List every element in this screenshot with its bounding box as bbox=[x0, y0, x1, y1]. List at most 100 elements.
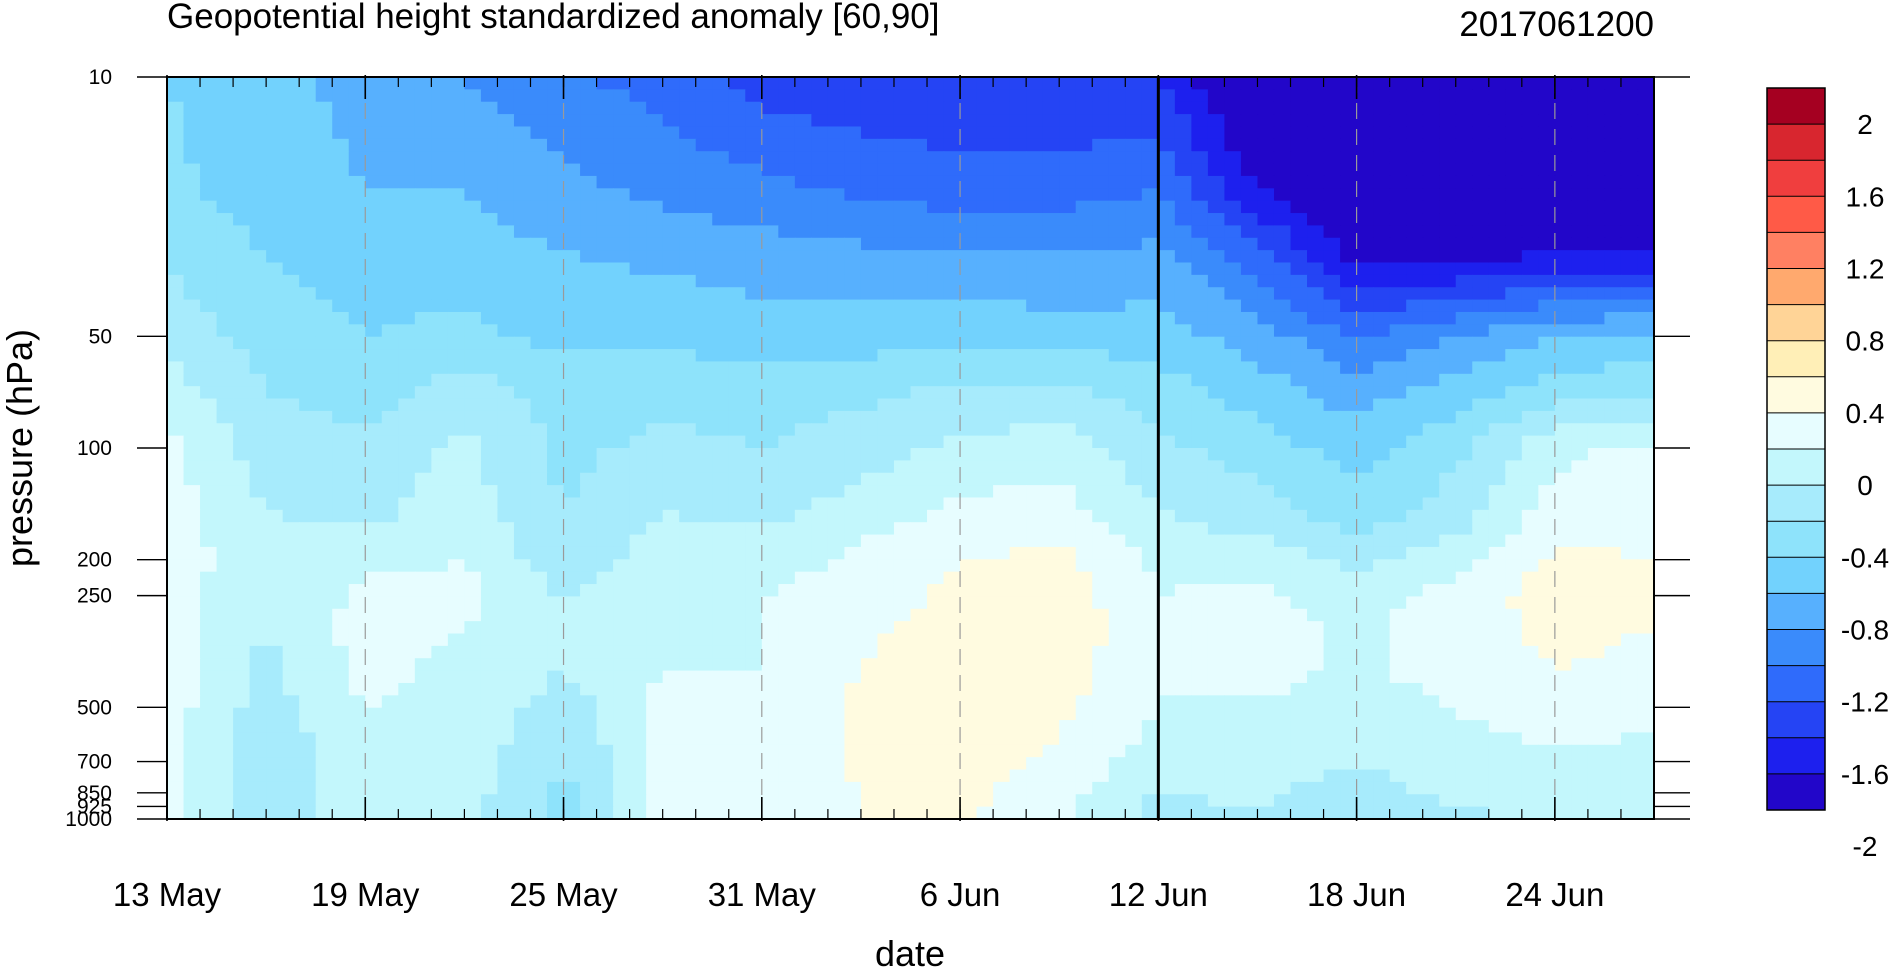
heatmap-cell bbox=[1257, 200, 1275, 214]
heatmap-cell bbox=[1340, 237, 1358, 251]
heatmap-cell bbox=[497, 596, 515, 610]
heatmap-cell bbox=[943, 213, 961, 226]
heatmap-cell bbox=[563, 225, 581, 239]
heatmap-cell bbox=[1604, 163, 1622, 177]
heatmap-cell bbox=[811, 448, 829, 461]
heatmap-cell bbox=[1323, 559, 1341, 573]
heatmap-cell bbox=[183, 658, 201, 672]
heatmap-cell bbox=[877, 126, 895, 140]
heatmap-cell bbox=[712, 114, 730, 128]
heatmap-cell bbox=[1373, 336, 1391, 350]
heatmap-cell bbox=[893, 77, 912, 90]
heatmap-cell bbox=[827, 311, 846, 325]
heatmap-cell bbox=[480, 732, 499, 746]
heatmap-cell bbox=[348, 509, 366, 523]
heatmap-cell bbox=[1455, 373, 1473, 387]
heatmap-cell bbox=[249, 188, 267, 202]
heatmap-cell bbox=[1340, 720, 1358, 734]
heatmap-cell bbox=[1571, 398, 1589, 412]
heatmap-cell bbox=[464, 299, 482, 313]
heatmap-cell bbox=[993, 138, 1011, 152]
heatmap-cell bbox=[497, 410, 515, 424]
heatmap-cell bbox=[315, 534, 333, 548]
heatmap-cell bbox=[1587, 621, 1606, 635]
heatmap-cell bbox=[629, 274, 647, 288]
heatmap-cell bbox=[315, 658, 333, 672]
heatmap-cell bbox=[844, 534, 862, 548]
heatmap-cell bbox=[580, 101, 598, 115]
heatmap-cell bbox=[877, 682, 895, 696]
heatmap-cell bbox=[811, 633, 829, 647]
heatmap-cell bbox=[1406, 138, 1424, 152]
heatmap-cell bbox=[1521, 621, 1539, 635]
heatmap-cell bbox=[1307, 163, 1325, 177]
heatmap-cell bbox=[960, 77, 978, 90]
heatmap-cell bbox=[811, 250, 829, 264]
heatmap-cell bbox=[844, 559, 862, 573]
heatmap-cell bbox=[332, 349, 350, 363]
heatmap-cell bbox=[1488, 138, 1506, 152]
heatmap-cell bbox=[447, 695, 465, 709]
heatmap-cell bbox=[348, 373, 366, 387]
heatmap-cell bbox=[1273, 596, 1292, 610]
heatmap-cell bbox=[547, 608, 565, 622]
heatmap-cell bbox=[563, 435, 581, 449]
heatmap-cell bbox=[1158, 460, 1176, 474]
heatmap-cell bbox=[1059, 299, 1077, 313]
heatmap-cell bbox=[1108, 423, 1126, 437]
heatmap-cell bbox=[1240, 571, 1259, 585]
heatmap-cell bbox=[844, 299, 862, 313]
heatmap-cell bbox=[167, 200, 185, 214]
heatmap-cell bbox=[860, 398, 879, 412]
heatmap-cell bbox=[431, 89, 449, 103]
heatmap-cell bbox=[365, 299, 383, 313]
heatmap-cell bbox=[1389, 373, 1407, 387]
heatmap-cell bbox=[1455, 720, 1473, 734]
heatmap-cell bbox=[794, 163, 812, 177]
heatmap-cell bbox=[1455, 485, 1473, 499]
heatmap-cell bbox=[1224, 398, 1242, 412]
heatmap-cell bbox=[1273, 262, 1292, 276]
heatmap-cell bbox=[976, 250, 994, 264]
heatmap-cell bbox=[398, 707, 416, 721]
heatmap-cell bbox=[513, 670, 532, 684]
heatmap-cell bbox=[893, 163, 912, 177]
heatmap-cell bbox=[1389, 633, 1407, 647]
heatmap-cell bbox=[580, 77, 598, 90]
heatmap-cell bbox=[1373, 460, 1391, 474]
heatmap-cell bbox=[960, 175, 978, 189]
heatmap-cell bbox=[1075, 138, 1093, 152]
heatmap-cell bbox=[348, 472, 366, 486]
heatmap-cell bbox=[1472, 707, 1490, 721]
heatmap-cell bbox=[398, 435, 416, 449]
heatmap-cell bbox=[1637, 682, 1655, 696]
heatmap-cell bbox=[1439, 349, 1457, 363]
heatmap-cell bbox=[365, 534, 383, 548]
heatmap-cell bbox=[712, 287, 730, 301]
heatmap-cell bbox=[1472, 225, 1490, 239]
heatmap-cell bbox=[1290, 398, 1308, 412]
heatmap-cell bbox=[893, 584, 912, 597]
heatmap-cell bbox=[1505, 89, 1523, 103]
heatmap-cell bbox=[877, 732, 895, 746]
heatmap-cell bbox=[547, 237, 565, 251]
heatmap-cell bbox=[200, 448, 218, 461]
heatmap-cell bbox=[1092, 571, 1110, 585]
heatmap-cell bbox=[960, 682, 978, 696]
heatmap-cell bbox=[249, 163, 267, 177]
heatmap-cell bbox=[728, 472, 746, 486]
heatmap-cell bbox=[480, 596, 499, 610]
heatmap-cell bbox=[233, 311, 251, 325]
heatmap-cell bbox=[1307, 262, 1325, 276]
heatmap-cell bbox=[1439, 720, 1457, 734]
heatmap-cell bbox=[547, 250, 565, 264]
heatmap-cell bbox=[332, 373, 350, 387]
heatmap-cell bbox=[233, 237, 251, 251]
heatmap-cell bbox=[1207, 200, 1226, 214]
heatmap-cell bbox=[299, 213, 317, 226]
heatmap-cell bbox=[1373, 608, 1391, 622]
heatmap-cell bbox=[464, 744, 482, 758]
heatmap-cell bbox=[893, 423, 912, 437]
heatmap-cell bbox=[1538, 77, 1556, 90]
